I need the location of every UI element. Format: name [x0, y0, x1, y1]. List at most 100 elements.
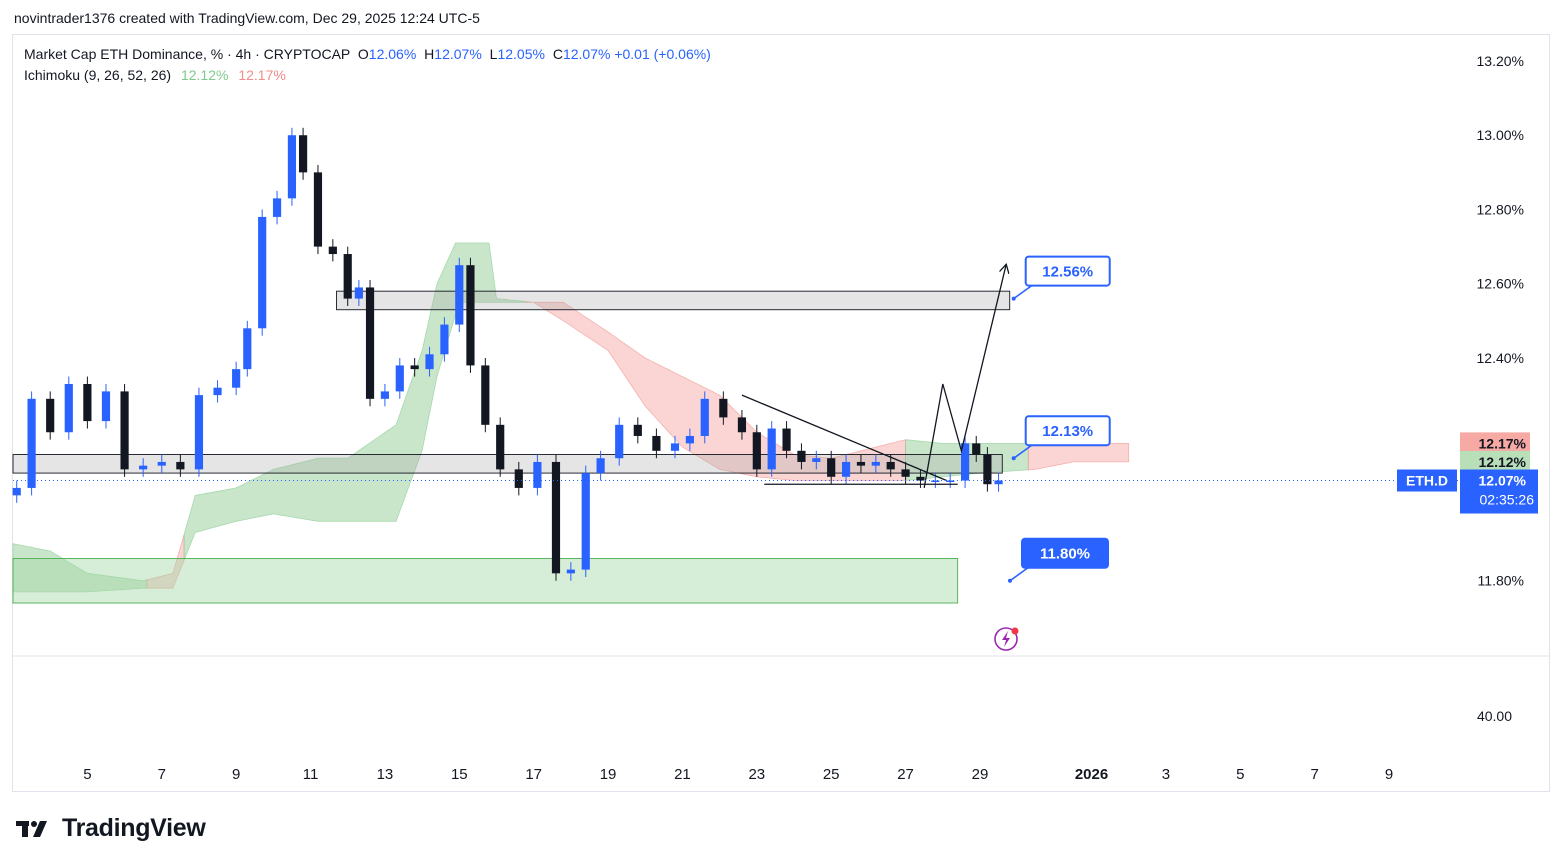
y-tick-label-1: 13.00% [1477, 127, 1524, 143]
candle-body-49 [797, 450, 806, 462]
candle-body-45 [737, 417, 747, 433]
projection-arrow [923, 265, 1006, 489]
support-zone [12, 558, 959, 604]
x-tick-label-9: 23 [748, 766, 765, 783]
y-tick-label-5: 11.80% [1478, 573, 1524, 589]
candle-body-21 [354, 287, 363, 299]
x-tick-label-4: 13 [377, 766, 394, 783]
close-label: C [552, 46, 563, 62]
price-tag-cloud-lower-text: 12.12% [1479, 454, 1527, 470]
lightning-icon-bolt [1002, 631, 1010, 647]
candle-body-12 [232, 369, 241, 388]
candle-body-10 [194, 395, 204, 470]
candle-body-39 [633, 424, 642, 436]
candle-body-62 [983, 454, 992, 485]
descending-trendline [741, 394, 947, 482]
annotation-label-1: 12.13% [1042, 423, 1093, 440]
candle-body-59 [946, 480, 955, 483]
indicator-value-1: 12.12% [180, 67, 229, 83]
open-value: 12.06% [368, 46, 417, 62]
candle-body-27 [440, 324, 449, 355]
annotation-label-0: 12.56% [1042, 264, 1093, 281]
symbol-legend[interactable]: Market Cap ETH Dominance, % · 4h · CRYPT… [24, 46, 711, 62]
close-value: 12.07% [562, 46, 611, 62]
ichimoku-cloud-bearish-5 [1027, 443, 1130, 471]
candle-body-23 [380, 391, 389, 399]
x-tick-label-15: 5 [1236, 766, 1244, 783]
price-tag-last-text: 12.07% [1479, 473, 1527, 489]
annotation-pointer-1 [1013, 444, 1033, 459]
indicator-value-2: 12.17% [238, 67, 286, 83]
x-tick-label-17: 9 [1385, 766, 1393, 783]
candle-body-4 [83, 383, 92, 422]
candle-body-50 [812, 458, 821, 462]
candle-body-46 [752, 432, 761, 470]
lightning-icon[interactable] [994, 627, 1019, 651]
candle-body-36 [581, 473, 590, 570]
tradingview-logo-icon [16, 820, 47, 837]
candle-body-1 [27, 398, 36, 488]
candle-body-33 [533, 461, 542, 488]
candle-body-20 [343, 254, 352, 299]
annotation-box-1 [1024, 415, 1111, 447]
candle-body-51 [827, 458, 836, 477]
candle-body-28 [455, 265, 464, 325]
candle-body-57 [916, 476, 925, 481]
candle-body-16 [287, 135, 297, 199]
change-value: +0.01 (+0.06%) [614, 46, 711, 62]
tradingview-logo[interactable]: TradingView [16, 814, 206, 843]
annotation-anchor-1 [1011, 456, 1016, 461]
annotation-label-2: 11.80% [1040, 546, 1090, 563]
x-tick-label-0: 5 [83, 766, 91, 783]
tradingview-logo-text: TradingView [62, 814, 206, 842]
countdown-text: 02:35:26 [1480, 492, 1535, 508]
candle-body-61 [972, 443, 981, 455]
candle-body-15 [272, 198, 282, 217]
candle-body-2 [46, 398, 55, 433]
candle-body-55 [886, 461, 895, 470]
x-tick-label-16: 7 [1311, 766, 1319, 783]
x-tick-label-10: 25 [823, 766, 840, 783]
candle-body-31 [496, 424, 505, 470]
x-tick-label-13: 2026 [1075, 766, 1108, 783]
annotation-anchor-2 [1007, 578, 1012, 583]
price-tag-last [1460, 469, 1538, 514]
candle-body-14 [258, 216, 267, 329]
candle-body-34 [551, 461, 561, 574]
x-tick-label-14: 3 [1162, 766, 1170, 783]
high-value: 12.07% [434, 46, 482, 62]
candle-body-3 [64, 383, 73, 433]
price-tag-cloud-upper-text: 12.17% [1479, 435, 1527, 451]
x-tick-label-1: 7 [158, 766, 166, 783]
x-tick-label-11: 27 [897, 766, 914, 783]
candle-body-13 [243, 328, 252, 370]
low-label: L [489, 46, 498, 62]
symbol-tag [1397, 469, 1457, 492]
candle-body-11 [213, 387, 222, 396]
candle-body-19 [328, 246, 337, 255]
resistance-zone [336, 290, 1011, 311]
indicator-legend[interactable]: Ichimoku (9, 26, 52, 26) 12.12% 12.17% [24, 67, 286, 83]
candle-body-18 [313, 172, 323, 247]
candle-body-8 [157, 461, 166, 466]
candle-body-29 [466, 265, 475, 366]
candle-body-58 [931, 480, 940, 483]
x-tick-label-5: 15 [451, 766, 468, 783]
candle-body-53 [856, 461, 866, 466]
candle-body-5 [101, 391, 111, 422]
annotation-pointer-2 [1009, 567, 1029, 582]
candle-body-26 [425, 354, 434, 370]
price-tag-cloud-lower [1460, 450, 1530, 473]
annotation-box-2 [1020, 537, 1109, 569]
open-label: O [357, 46, 369, 62]
y-tick-label-0: 13.20% [1477, 53, 1524, 69]
candle-body-41 [670, 443, 680, 451]
candle-body-24 [395, 365, 404, 392]
y-tick-label-2: 12.80% [1477, 201, 1524, 217]
x-tick-label-12: 29 [972, 766, 989, 783]
symbol-title: Market Cap ETH Dominance, % · 4h · CRYPT… [24, 46, 350, 62]
candle-body-35 [566, 569, 575, 574]
candle-body-40 [652, 435, 661, 451]
candle-body-38 [615, 424, 624, 459]
